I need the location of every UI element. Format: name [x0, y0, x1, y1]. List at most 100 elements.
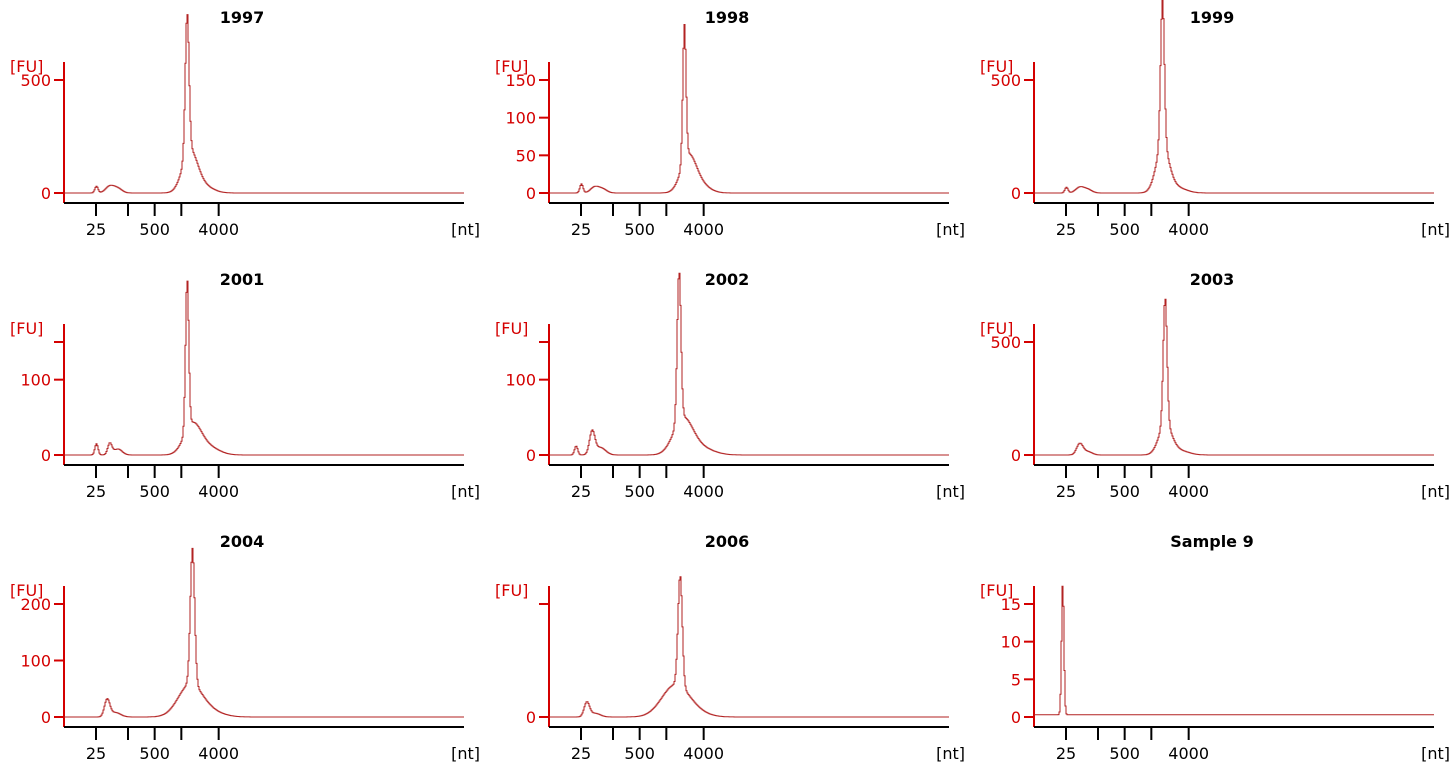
chart-panel: 2006 [FU] 0 25 500 4000 [nt] — [485, 524, 970, 780]
chart-title: 1997 — [220, 8, 265, 27]
y-tick-label: 10 — [1001, 633, 1021, 652]
chart-panel: 1998 [FU] 0 50 100 150 25 500 4000 [nt] — [485, 0, 970, 256]
chart-panel: 2004 [FU] 0 100 200 25 500 4000 [nt] — [0, 524, 485, 780]
y-axis-label: [FU] — [495, 57, 528, 76]
chart-svg: 1998 [FU] 0 50 100 150 25 500 4000 [nt] — [495, 8, 965, 239]
x-axis-label: [nt] — [936, 744, 965, 763]
x-axis-label: [nt] — [1421, 220, 1450, 239]
x-tick-label: 4000 — [683, 744, 724, 763]
y-tick-label: 100 — [20, 652, 51, 671]
chart-title: 2006 — [705, 532, 750, 551]
x-axis-label: [nt] — [1421, 482, 1450, 501]
series-trace — [64, 14, 464, 194]
y-tick-label: 100 — [505, 371, 536, 390]
y-axis-label: [FU] — [10, 57, 43, 76]
series-trace — [1034, 585, 1434, 716]
y-axis-label: [FU] — [10, 319, 43, 338]
x-tick-label: 4000 — [683, 220, 724, 239]
series-trace — [1034, 0, 1434, 194]
y-tick-label: 0 — [526, 184, 536, 203]
y-tick-label: 5 — [1011, 670, 1021, 689]
x-tick-label: 25 — [86, 482, 106, 501]
y-axis-label: [FU] — [980, 319, 1013, 338]
series-trace — [1034, 298, 1434, 456]
y-tick-label: 0 — [41, 708, 51, 727]
y-tick-label: 50 — [516, 146, 536, 165]
y-tick-label: 500 — [990, 71, 1021, 90]
series-trace — [549, 576, 949, 718]
series-trace — [549, 24, 949, 194]
y-tick-label: 100 — [505, 109, 536, 128]
x-tick-label: 25 — [86, 744, 106, 763]
y-tick-label: 0 — [1011, 446, 1021, 465]
x-tick-label: 500 — [1109, 744, 1140, 763]
y-axis-label: [FU] — [980, 581, 1013, 600]
chart-title: 1999 — [1190, 8, 1235, 27]
chart-title: 1998 — [705, 8, 750, 27]
y-tick-label: 0 — [41, 184, 51, 203]
y-tick-label: 0 — [1011, 184, 1021, 203]
chart-panel: Sample 9 [FU] 0 5 10 15 25 500 4000 [nt] — [970, 524, 1455, 780]
x-tick-label: 500 — [1109, 482, 1140, 501]
chart-panel: 2003 [FU] 0 500 25 500 4000 [nt] — [970, 262, 1455, 518]
y-tick-label: 0 — [526, 446, 536, 465]
x-tick-label: 4000 — [1168, 744, 1209, 763]
x-tick-label: 500 — [624, 482, 655, 501]
x-tick-label: 500 — [139, 744, 170, 763]
x-tick-label: 500 — [139, 220, 170, 239]
x-tick-label: 25 — [86, 220, 106, 239]
x-tick-label: 4000 — [683, 482, 724, 501]
y-tick-label: 200 — [20, 595, 51, 614]
y-axis-label: [FU] — [495, 319, 528, 338]
chart-title: 2003 — [1190, 270, 1235, 289]
x-tick-label: 500 — [624, 220, 655, 239]
chart-svg: 2003 [FU] 0 500 25 500 4000 [nt] — [980, 270, 1450, 501]
chart-svg: Sample 9 [FU] 0 5 10 15 25 500 4000 [nt] — [980, 532, 1450, 763]
x-tick-label: 4000 — [198, 744, 239, 763]
y-axis-label: [FU] — [10, 581, 43, 600]
x-tick-label: 500 — [624, 744, 655, 763]
x-tick-label: 500 — [139, 482, 170, 501]
y-tick-label: 150 — [505, 71, 536, 90]
chart-svg: 2004 [FU] 0 100 200 25 500 4000 [nt] — [10, 532, 480, 763]
x-tick-label: 25 — [571, 744, 591, 763]
y-tick-label: 0 — [526, 708, 536, 727]
chart-svg: 2006 [FU] 0 25 500 4000 [nt] — [495, 532, 965, 763]
series-trace — [549, 272, 949, 456]
chart-svg: 2002 [FU] 0 100 25 500 4000 [nt] — [495, 270, 965, 501]
y-axis-label: [FU] — [980, 57, 1013, 76]
y-tick-label: 0 — [41, 446, 51, 465]
x-axis-label: [nt] — [1421, 744, 1450, 763]
y-tick-label: 500 — [990, 333, 1021, 352]
x-tick-label: 25 — [571, 482, 591, 501]
chart-title: Sample 9 — [1170, 532, 1253, 551]
chart-panel: 1997 [FU] 0 500 25 500 4000 [nt] — [0, 0, 485, 256]
y-tick-label: 100 — [20, 371, 51, 390]
x-tick-label: 25 — [571, 220, 591, 239]
chart-title: 2002 — [705, 270, 750, 289]
series-trace — [64, 280, 464, 456]
chart-panel: 1999 [FU] 0 500 25 500 4000 [nt] — [970, 0, 1455, 256]
x-axis-label: [nt] — [936, 482, 965, 501]
y-axis-label: [FU] — [495, 581, 528, 600]
x-axis-label: [nt] — [451, 482, 480, 501]
chart-panel: 2002 [FU] 0 100 25 500 4000 [nt] — [485, 262, 970, 518]
x-tick-label: 500 — [1109, 220, 1140, 239]
chart-title: 2001 — [220, 270, 265, 289]
y-tick-label: 500 — [20, 71, 51, 90]
x-tick-label: 4000 — [1168, 482, 1209, 501]
chart-title: 2004 — [220, 532, 265, 551]
chart-panel: 2001 [FU] 0 100 25 500 4000 [nt] — [0, 262, 485, 518]
x-axis-label: [nt] — [451, 220, 480, 239]
x-tick-label: 25 — [1056, 220, 1076, 239]
x-tick-label: 4000 — [1168, 220, 1209, 239]
x-tick-label: 25 — [1056, 482, 1076, 501]
x-tick-label: 4000 — [198, 482, 239, 501]
x-tick-label: 4000 — [198, 220, 239, 239]
chart-svg: 1999 [FU] 0 500 25 500 4000 [nt] — [980, 0, 1450, 239]
y-tick-label: 0 — [1011, 708, 1021, 727]
x-axis-label: [nt] — [936, 220, 965, 239]
chart-svg: 2001 [FU] 0 100 25 500 4000 [nt] — [10, 270, 480, 501]
series-trace — [64, 547, 464, 718]
